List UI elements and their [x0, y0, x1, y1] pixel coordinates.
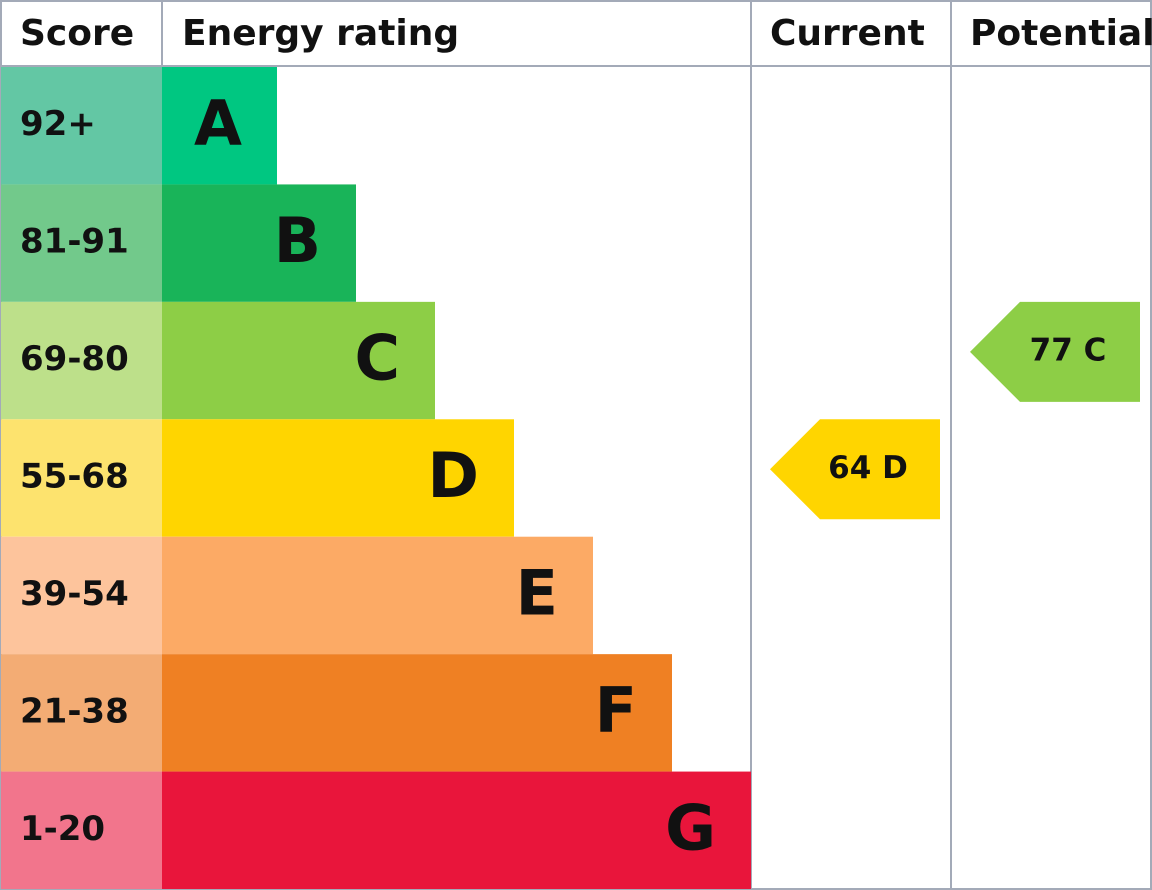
band-bar [162, 301, 435, 420]
score-cell [1, 536, 162, 655]
band-bar [162, 654, 672, 772]
score-range: 1-20 [20, 809, 105, 849]
score-range: 21-38 [20, 691, 129, 731]
current-label: 64 D [828, 450, 908, 486]
band-letter: F [595, 674, 637, 747]
band-letter: G [665, 791, 716, 864]
score-range: 81-91 [20, 222, 129, 262]
band-bar [162, 184, 356, 302]
potential-label: 77 C [1030, 332, 1107, 368]
header-energy-rating: Energy rating [182, 13, 459, 54]
score-range: 55-68 [20, 457, 129, 497]
score-range: 69-80 [20, 339, 129, 379]
band-letter: D [428, 439, 479, 512]
score-cell [1, 301, 162, 420]
current-arrow [770, 419, 940, 520]
score-cell [1, 654, 162, 772]
band-letter: E [516, 557, 558, 630]
score-range: 39-54 [20, 574, 129, 614]
band-letter: C [354, 322, 400, 395]
band-bar [162, 771, 751, 889]
band-bar [162, 419, 514, 537]
band-bar [162, 536, 593, 655]
header-potential: Potential [970, 13, 1152, 54]
band-letter: B [274, 204, 321, 277]
band-bar [162, 67, 277, 185]
potential-arrow [970, 301, 1140, 402]
score-cell [1, 67, 162, 185]
score-range: 92+ [20, 104, 96, 144]
score-cell [1, 184, 162, 302]
header-score: Score [20, 13, 134, 54]
header-current: Current [770, 13, 925, 54]
score-cell [1, 771, 162, 889]
score-cell [1, 419, 162, 537]
band-letter: A [194, 87, 242, 160]
